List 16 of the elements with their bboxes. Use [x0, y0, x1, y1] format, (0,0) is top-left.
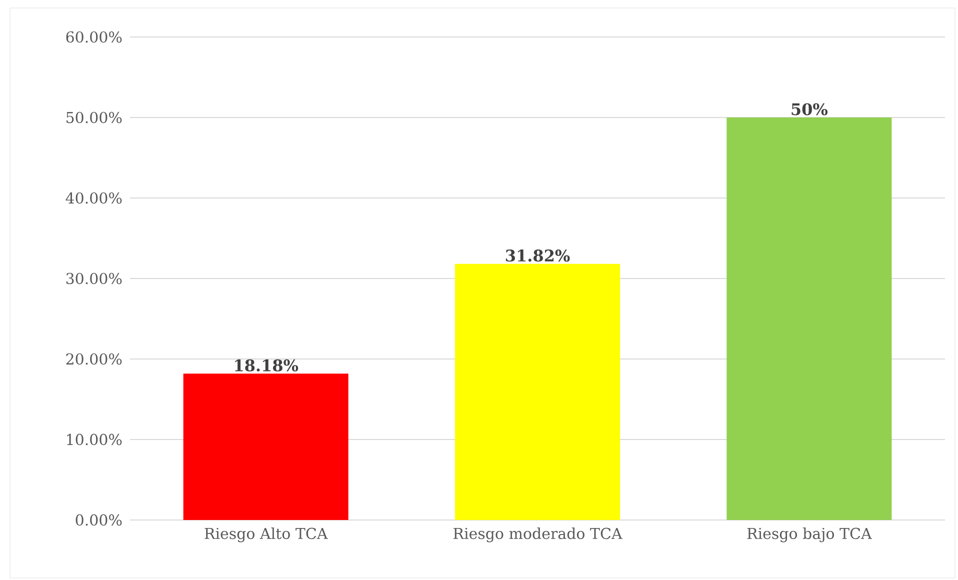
y-tick-label: 40.00%: [66, 192, 122, 204]
x-tick-label: Riesgo moderado TCA: [454, 528, 622, 542]
x-tick-label: Riesgo bajo TCA: [747, 528, 872, 542]
data-label: 50%: [792, 103, 828, 116]
bar: [183, 374, 348, 520]
y-tick-label: 60.00%: [66, 31, 122, 43]
bar: [726, 117, 892, 520]
y-tick-label: 10.00%: [67, 434, 122, 446]
y-tick-label: 0.00%: [76, 514, 122, 526]
bar: [455, 264, 620, 520]
data-label: 31.82%: [506, 250, 570, 262]
x-tick-label: Riesgo Alto TCA: [204, 528, 328, 542]
y-tick-label: 30.00%: [66, 272, 122, 284]
data-label: 18.18%: [235, 359, 298, 372]
y-tick-label: 50.00%: [66, 112, 122, 124]
y-tick-label: 20.00%: [66, 353, 122, 365]
